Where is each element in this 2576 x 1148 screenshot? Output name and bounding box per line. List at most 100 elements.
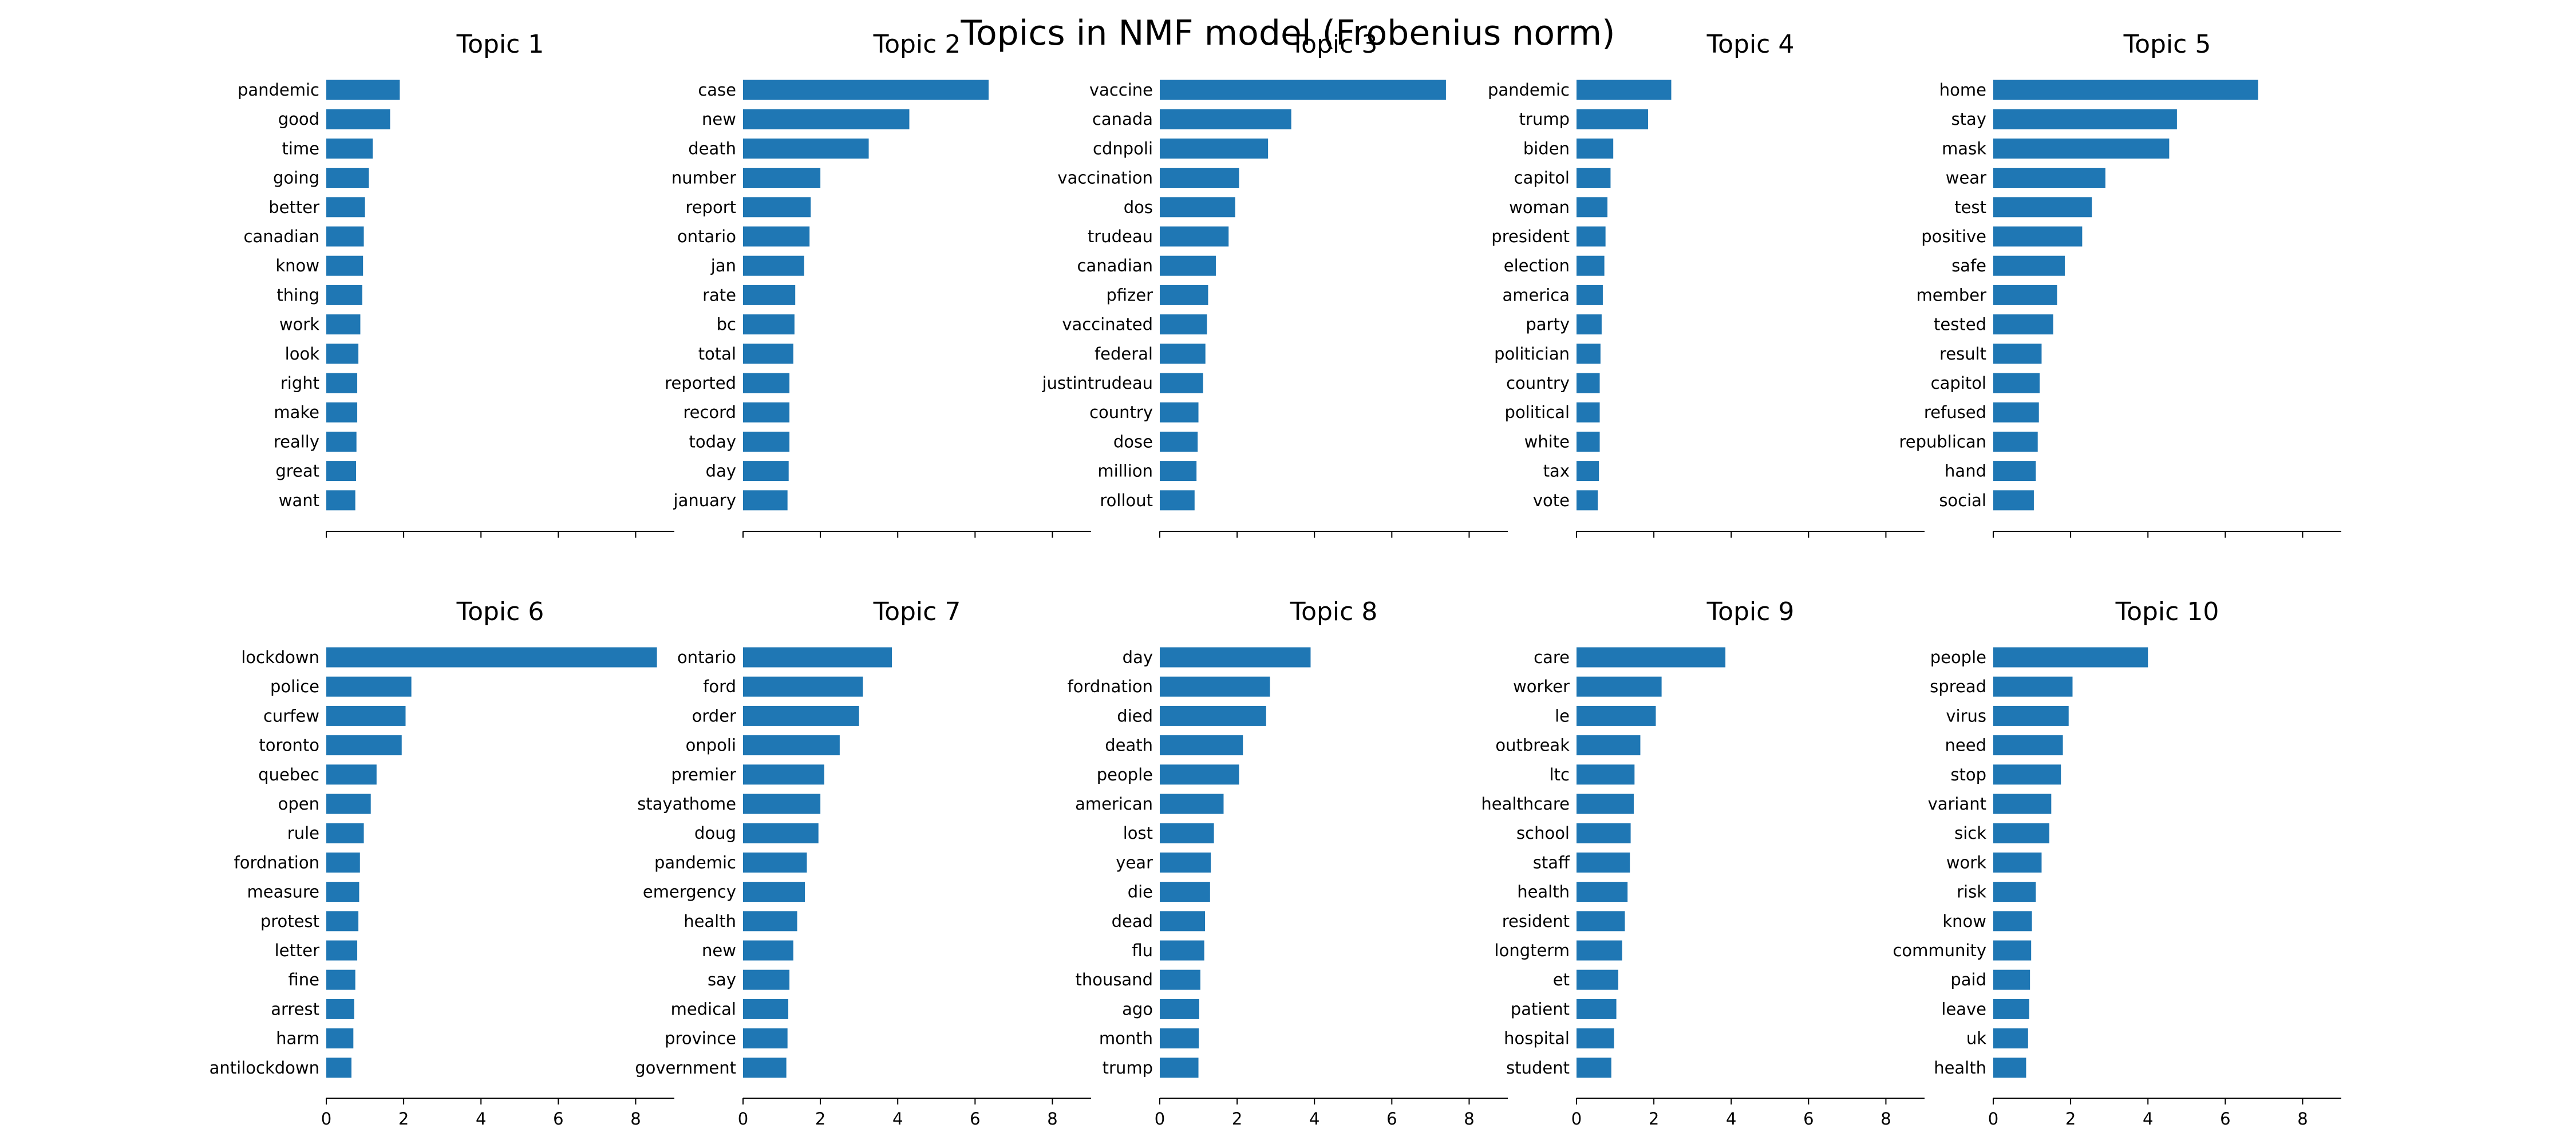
bar-label: fordnation — [1068, 677, 1153, 696]
bar — [326, 647, 657, 668]
bar — [1993, 461, 2036, 482]
bar-label: curfew — [263, 706, 319, 725]
bar-label: vaccinated — [1062, 315, 1153, 334]
bar-label: die — [1128, 882, 1153, 902]
bar — [1993, 940, 2032, 961]
bar — [1160, 940, 1204, 961]
bar-label: federal — [1095, 344, 1153, 364]
bar — [1993, 344, 2042, 364]
bar-label: capitol — [1514, 168, 1570, 188]
bar-label: great — [275, 461, 319, 481]
bar — [1993, 402, 2039, 423]
bar-label: know — [1942, 912, 1986, 931]
bar-label: president — [1491, 227, 1570, 246]
bar-label: protest — [260, 912, 319, 931]
bar-label: social — [1939, 491, 1986, 510]
bar — [1577, 794, 1634, 814]
bar — [1160, 882, 1210, 902]
x-tick-label: 0 — [738, 1109, 748, 1129]
bar — [743, 969, 790, 990]
bar — [326, 911, 359, 932]
bar-label: dose — [1113, 432, 1153, 451]
bar — [1993, 705, 2069, 726]
subplot-title: Topic 5 — [2123, 30, 2211, 59]
bar — [1577, 882, 1628, 902]
bar — [1160, 999, 1199, 1019]
bar-label: onpoli — [686, 736, 736, 755]
x-tick-label: 4 — [892, 1109, 903, 1129]
bar — [1160, 969, 1200, 990]
bar-label: today — [689, 432, 736, 451]
x-tick-label: 8 — [1047, 1109, 1057, 1129]
bar-label: canadian — [1077, 256, 1153, 275]
bar — [1993, 764, 2061, 785]
x-tick-label: 2 — [1232, 1109, 1242, 1129]
x-tick-label: 6 — [970, 1109, 980, 1129]
x-tick-label: 0 — [1988, 1109, 1998, 1129]
bar-label: stay — [1951, 109, 1986, 129]
bar — [1160, 109, 1291, 129]
bar — [326, 852, 360, 873]
bar-label: care — [1534, 648, 1570, 667]
bar-label: test — [1954, 198, 1986, 217]
bar — [1577, 373, 1600, 393]
bar — [743, 197, 811, 218]
bar-label: time — [282, 139, 319, 158]
x-tick-label: 4 — [2143, 1109, 2153, 1129]
bar-label: flu — [1132, 941, 1153, 960]
subplot-title: Topic 1 — [456, 30, 544, 59]
bar-label: tested — [1934, 315, 1986, 334]
bar — [1993, 735, 2063, 756]
bar-label: et — [1553, 970, 1570, 989]
subplot-title: Topic 4 — [1706, 30, 1795, 59]
bar — [326, 431, 357, 452]
bar-label: dead — [1112, 912, 1153, 931]
bar-label: antilockdown — [210, 1058, 319, 1078]
subplot-title: Topic 10 — [2115, 597, 2219, 626]
bar — [1577, 226, 1606, 247]
bar-label: party — [1526, 315, 1570, 334]
bar-label: hand — [1945, 461, 1986, 481]
bar-label: ontario — [677, 227, 736, 246]
bar-label: sick — [1954, 823, 1986, 843]
bar-label: community — [1893, 941, 1986, 960]
bar-label: doug — [694, 823, 736, 843]
bar — [1577, 735, 1641, 756]
bar — [326, 940, 358, 961]
subplot-topic-9: Topic 9 care worker le outbreak ltc healthcare… — [1481, 597, 1925, 1129]
bar — [1160, 80, 1446, 100]
bar-label: open — [278, 794, 319, 814]
bar — [1160, 344, 1206, 364]
bar — [1993, 431, 2038, 452]
bar — [1160, 647, 1311, 668]
bar-label: stayathome — [637, 794, 736, 814]
bar — [1993, 969, 2030, 990]
bar — [1160, 402, 1199, 423]
bar — [1577, 1028, 1614, 1049]
bar — [1577, 490, 1598, 511]
bar — [743, 402, 790, 423]
bar-label: politician — [1494, 344, 1570, 364]
bar — [1993, 823, 2049, 843]
figure-title: Topics in NMF model (Frobenius norm) — [960, 13, 1615, 53]
bar-label: police — [270, 677, 319, 696]
bar-label: letter — [275, 941, 319, 960]
bar — [1160, 373, 1203, 393]
bar-label: vaccine — [1089, 80, 1153, 100]
bar-label: result — [1939, 344, 1986, 364]
bar-label: tax — [1543, 461, 1570, 481]
bar-label: reported — [665, 373, 736, 393]
subplot-topic-4: Topic 4 pandemic trump biden capitol woman pre… — [1488, 30, 1925, 538]
bar — [743, 823, 819, 843]
bar-label: work — [279, 315, 319, 334]
bar — [1577, 852, 1630, 873]
bar — [1993, 373, 2040, 393]
x-tick-label: 0 — [1155, 1109, 1165, 1129]
subplot-title: Topic 3 — [1290, 30, 1378, 59]
bar — [743, 168, 821, 188]
bar — [743, 999, 789, 1019]
bar-label: ontario — [677, 648, 736, 667]
x-tick-label: 8 — [1880, 1109, 1891, 1129]
bar — [743, 344, 793, 364]
